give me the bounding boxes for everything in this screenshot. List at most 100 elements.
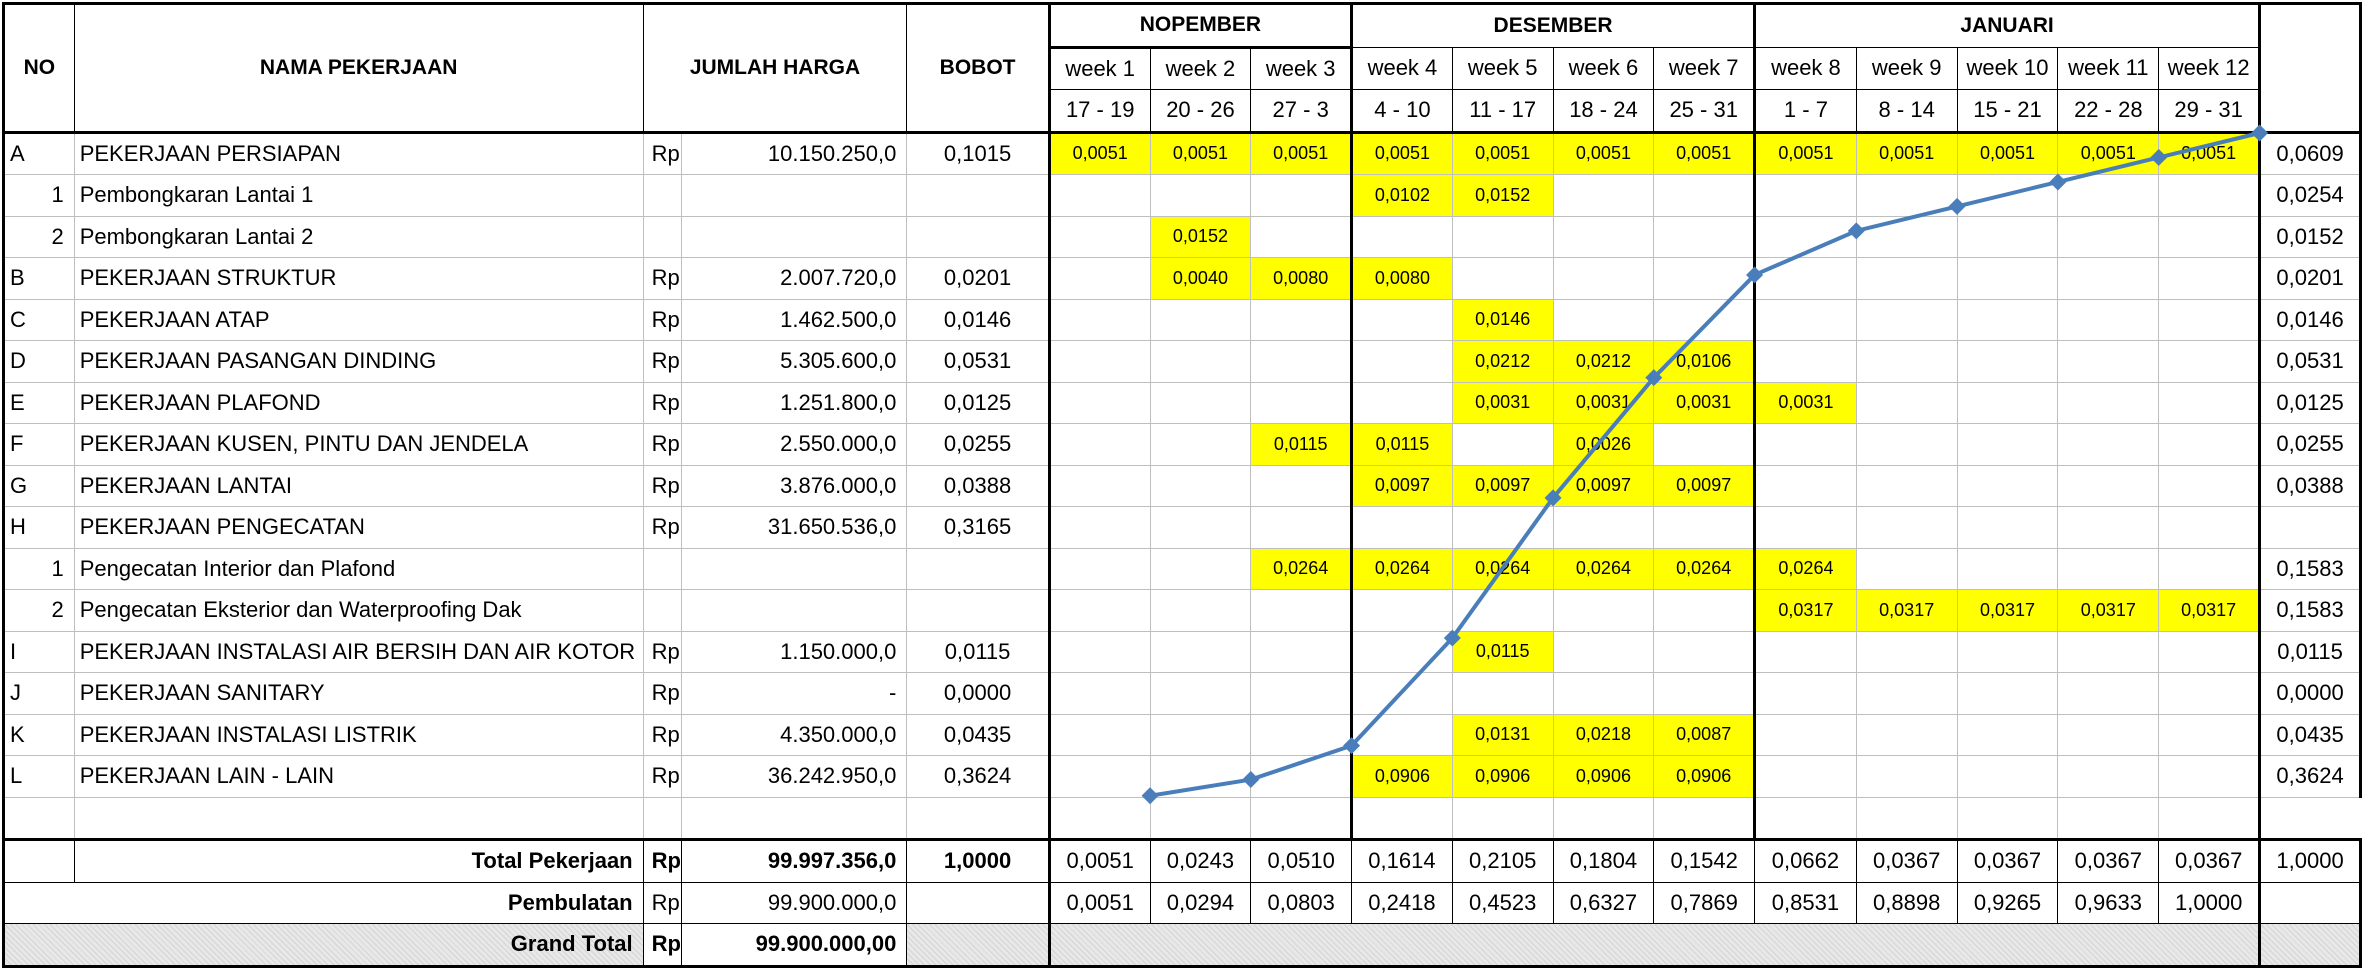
week-cell xyxy=(1451,257,1554,300)
week-cell xyxy=(1956,174,2059,217)
week-cell xyxy=(1653,506,1756,549)
week-cell xyxy=(2158,755,2261,798)
week-cell: 0,0031 xyxy=(1451,381,1554,424)
currency-label: Rp xyxy=(642,298,682,341)
week-cell xyxy=(1956,257,2059,300)
total-weight: 1,0000 xyxy=(906,838,1050,883)
work-item-row: K PEKERJAAN INSTALASI LISTRIK Rp 4.350.000,… xyxy=(2,713,2362,756)
week-cell xyxy=(1250,298,1353,341)
week-cell xyxy=(1149,464,1252,507)
work-item-row: L PEKERJAAN LAIN - LAIN Rp 36.242.950,0 0,36… xyxy=(2,755,2362,798)
week-cell xyxy=(1149,423,1252,466)
week-cell xyxy=(2057,464,2160,507)
currency-label: Rp xyxy=(642,672,682,715)
item-weight: 0,0201 xyxy=(906,257,1050,300)
item-weight: 0,0146 xyxy=(906,298,1050,341)
week-cell xyxy=(1956,215,2059,258)
week-cell xyxy=(1653,215,1756,258)
weekly-total: 0,0243 xyxy=(1149,838,1252,883)
blank-cell xyxy=(1653,796,1756,840)
cumulative-value: 0,9265 xyxy=(1956,881,2059,924)
week-cell: 0,0051 xyxy=(2158,131,2261,175)
blank-cell xyxy=(1956,796,2059,840)
week-cell: 0,0317 xyxy=(1753,589,1857,632)
week-cell xyxy=(1855,423,1958,466)
blank-cell xyxy=(1047,923,2261,968)
work-item-row: 2 Pengecatan Eksterior dan Waterproofing … xyxy=(2,589,2362,632)
item-total: 0,3624 xyxy=(2258,755,2362,798)
week-cell xyxy=(2158,630,2261,673)
currency-label: Rp xyxy=(642,423,682,466)
week-cell xyxy=(1753,215,1857,258)
header-date-range: 22 - 28 xyxy=(2057,89,2160,134)
item-weight xyxy=(906,589,1050,632)
week-cell xyxy=(1552,257,1655,300)
blank-cell xyxy=(73,796,644,840)
week-cell xyxy=(1753,257,1857,300)
item-price: 3.876.000,0 xyxy=(680,464,908,507)
header-week: week 9 xyxy=(1855,46,1958,90)
week-cell: 0,0087 xyxy=(1653,713,1756,756)
item-weight: 0,0255 xyxy=(906,423,1050,466)
blank-cell xyxy=(2258,881,2362,924)
item-weight xyxy=(906,215,1050,258)
item-total: 0,0388 xyxy=(2258,464,2362,507)
item-total: 0,0609 xyxy=(2258,131,2362,175)
week-cell xyxy=(1047,547,1151,590)
week-cell xyxy=(1753,174,1857,217)
currency-label: Rp xyxy=(642,881,682,924)
cumulative-value: 0,0051 xyxy=(1047,881,1151,924)
week-cell xyxy=(1047,755,1151,798)
item-name: PEKERJAAN LAIN - LAIN xyxy=(73,755,644,798)
week-cell xyxy=(1250,630,1353,673)
week-cell xyxy=(1047,464,1151,507)
currency-label: Rp xyxy=(642,923,682,968)
week-cell xyxy=(1047,423,1151,466)
blank-cell xyxy=(680,796,908,840)
header-week: week 6 xyxy=(1552,46,1655,90)
blank-cell xyxy=(906,796,1050,840)
week-cell xyxy=(1149,589,1252,632)
work-item-row: 2 Pembongkaran Lantai 2 0,0152 0,0152 xyxy=(2,215,2362,258)
header-date-range: 27 - 3 xyxy=(1250,89,1353,134)
currency-label xyxy=(642,547,682,590)
item-name: PEKERJAAN STRUKTUR xyxy=(73,257,644,300)
week-cell xyxy=(1653,298,1756,341)
header-row-months: NO NAMA PEKERJAAN JUMLAH HARGA BOBOT NOPEMBE… xyxy=(2,2,2362,134)
cumulative-value: 0,0294 xyxy=(1149,881,1252,924)
week-cell xyxy=(1350,672,1453,715)
week-cell: 0,0051 xyxy=(1956,131,2059,175)
weekly-total: 0,1804 xyxy=(1552,838,1655,883)
item-price: 1.462.500,0 xyxy=(680,298,908,341)
week-cell xyxy=(1653,257,1756,300)
item-price: 5.305.600,0 xyxy=(680,340,908,383)
item-price: 31.650.536,0 xyxy=(680,506,908,549)
item-no: L xyxy=(2,755,75,798)
weekly-total: 0,0662 xyxy=(1754,838,1857,883)
week-cell xyxy=(1653,672,1756,715)
week-cell: 0,0264 xyxy=(1552,547,1655,590)
week-cell xyxy=(1956,464,2059,507)
cumulative-value: 0,8898 xyxy=(1855,881,1958,924)
week-cell xyxy=(1753,506,1857,549)
header-week: week 7 xyxy=(1653,46,1756,90)
week-cell: 0,0212 xyxy=(1552,340,1655,383)
header-date-range: 4 - 10 xyxy=(1350,89,1453,134)
item-weight: 0,0000 xyxy=(906,672,1050,715)
item-weight: 0,0115 xyxy=(906,630,1050,673)
work-item-row: J PEKERJAAN SANITARY Rp -0,0000 0,0000 xyxy=(2,672,2362,715)
week-cell: 0,0218 xyxy=(1552,713,1655,756)
weekly-total: 0,0367 xyxy=(1855,838,1958,883)
item-price: 36.242.950,0 xyxy=(680,755,908,798)
blank-cell xyxy=(2,796,75,840)
cumulative-value: 1,0000 xyxy=(2158,881,2261,924)
week-cell xyxy=(1855,547,1958,590)
week-cell: 0,0146 xyxy=(1451,298,1554,341)
cumulative-value: 0,8531 xyxy=(1754,881,1857,924)
work-item-row: B PEKERJAAN STRUKTUR Rp 2.007.720,0 0,0201 0,… xyxy=(2,257,2362,300)
item-price: 2.550.000,0 xyxy=(680,423,908,466)
week-cell xyxy=(1047,381,1151,424)
week-cell xyxy=(1552,506,1655,549)
week-cell xyxy=(1350,589,1453,632)
